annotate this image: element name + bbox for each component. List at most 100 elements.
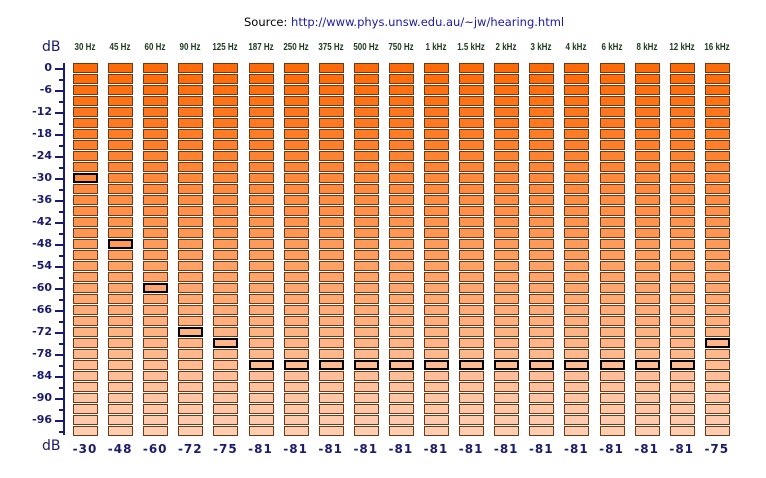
level-cell[interactable] bbox=[529, 107, 555, 117]
level-cell[interactable] bbox=[388, 426, 414, 436]
level-cell[interactable] bbox=[388, 283, 414, 293]
level-cell[interactable] bbox=[564, 415, 590, 425]
level-cell[interactable] bbox=[704, 415, 730, 425]
level-cell[interactable] bbox=[213, 250, 239, 260]
level-cell[interactable] bbox=[599, 261, 625, 271]
level-cell[interactable] bbox=[424, 74, 449, 84]
level-cell[interactable] bbox=[564, 195, 590, 205]
level-cell[interactable] bbox=[704, 371, 730, 381]
level-cell[interactable] bbox=[494, 151, 520, 161]
level-cell-selected[interactable] bbox=[143, 283, 169, 293]
level-cell[interactable] bbox=[108, 305, 134, 315]
level-cell-selected[interactable] bbox=[248, 360, 274, 370]
level-cell[interactable] bbox=[459, 316, 485, 326]
level-cell[interactable] bbox=[494, 393, 520, 403]
level-cell[interactable] bbox=[669, 327, 695, 337]
level-cell[interactable] bbox=[318, 272, 344, 282]
level-cell[interactable] bbox=[599, 371, 625, 381]
level-cell[interactable] bbox=[143, 371, 169, 381]
level-cell[interactable] bbox=[564, 327, 590, 337]
level-cell[interactable] bbox=[388, 272, 414, 282]
level-cell[interactable] bbox=[143, 85, 169, 95]
level-cell[interactable] bbox=[318, 426, 344, 436]
level-cell[interactable] bbox=[178, 404, 204, 414]
level-cell[interactable] bbox=[459, 85, 485, 95]
level-cell-selected[interactable] bbox=[459, 360, 485, 370]
level-cell[interactable] bbox=[494, 382, 520, 392]
level-cell[interactable] bbox=[424, 415, 449, 425]
level-cell[interactable] bbox=[669, 250, 695, 260]
level-cell[interactable] bbox=[424, 96, 449, 106]
level-cell[interactable] bbox=[248, 393, 274, 403]
level-cell[interactable] bbox=[178, 85, 204, 95]
level-cell[interactable] bbox=[178, 63, 204, 73]
level-cell[interactable] bbox=[564, 393, 590, 403]
level-cell[interactable] bbox=[73, 206, 98, 216]
level-cell[interactable] bbox=[634, 338, 660, 348]
level-cell[interactable] bbox=[353, 228, 379, 238]
level-cell[interactable] bbox=[73, 371, 98, 381]
level-cell[interactable] bbox=[108, 349, 134, 359]
level-cell[interactable] bbox=[704, 129, 730, 139]
level-cell[interactable] bbox=[704, 74, 730, 84]
level-cell[interactable] bbox=[143, 327, 169, 337]
level-cell[interactable] bbox=[178, 426, 204, 436]
level-cell[interactable] bbox=[213, 294, 239, 304]
level-cell[interactable] bbox=[494, 107, 520, 117]
level-cell-selected[interactable] bbox=[529, 360, 555, 370]
level-cell[interactable] bbox=[248, 184, 274, 194]
level-cell[interactable] bbox=[318, 305, 344, 315]
level-cell[interactable] bbox=[388, 371, 414, 381]
level-cell[interactable] bbox=[564, 140, 590, 150]
level-cell[interactable] bbox=[494, 206, 520, 216]
level-cell[interactable] bbox=[599, 85, 625, 95]
level-cell[interactable] bbox=[388, 63, 414, 73]
level-cell[interactable] bbox=[143, 140, 169, 150]
level-cell[interactable] bbox=[213, 162, 239, 172]
level-cell[interactable] bbox=[213, 382, 239, 392]
level-cell[interactable] bbox=[283, 305, 309, 315]
level-cell[interactable] bbox=[494, 272, 520, 282]
level-cell[interactable] bbox=[459, 107, 485, 117]
level-cell[interactable] bbox=[248, 107, 274, 117]
level-cell[interactable] bbox=[143, 415, 169, 425]
level-cell-selected[interactable] bbox=[634, 360, 660, 370]
level-cell[interactable] bbox=[634, 371, 660, 381]
level-cell[interactable] bbox=[73, 228, 98, 238]
level-cell[interactable] bbox=[353, 74, 379, 84]
level-cell[interactable] bbox=[213, 360, 239, 370]
level-cell[interactable] bbox=[529, 140, 555, 150]
level-cell[interactable] bbox=[353, 63, 379, 73]
level-cell[interactable] bbox=[564, 96, 590, 106]
level-cell[interactable] bbox=[73, 349, 98, 359]
level-cell[interactable] bbox=[73, 294, 98, 304]
level-cell[interactable] bbox=[353, 239, 379, 249]
level-cell[interactable] bbox=[459, 118, 485, 128]
level-cell[interactable] bbox=[669, 283, 695, 293]
level-cell[interactable] bbox=[529, 184, 555, 194]
level-cell[interactable] bbox=[178, 283, 204, 293]
level-cell[interactable] bbox=[564, 162, 590, 172]
level-cell[interactable] bbox=[634, 107, 660, 117]
level-cell[interactable] bbox=[634, 349, 660, 359]
level-cell[interactable] bbox=[283, 206, 309, 216]
level-cell-selected[interactable] bbox=[318, 360, 344, 370]
level-cell[interactable] bbox=[108, 129, 134, 139]
level-cell[interactable] bbox=[388, 415, 414, 425]
level-cell[interactable] bbox=[494, 96, 520, 106]
level-cell[interactable] bbox=[353, 349, 379, 359]
level-cell[interactable] bbox=[634, 129, 660, 139]
level-cell[interactable] bbox=[73, 85, 98, 95]
level-cell[interactable] bbox=[353, 217, 379, 227]
level-cell[interactable] bbox=[599, 239, 625, 249]
level-cell[interactable] bbox=[108, 382, 134, 392]
level-cell[interactable] bbox=[459, 393, 485, 403]
level-cell[interactable] bbox=[248, 74, 274, 84]
level-cell[interactable] bbox=[529, 162, 555, 172]
level-cell[interactable] bbox=[283, 327, 309, 337]
level-cell[interactable] bbox=[669, 195, 695, 205]
level-cell[interactable] bbox=[248, 283, 274, 293]
level-cell[interactable] bbox=[283, 140, 309, 150]
level-cell[interactable] bbox=[353, 283, 379, 293]
source-link[interactable]: http://www.phys.unsw.edu.au/~jw/hearing.… bbox=[291, 15, 565, 29]
